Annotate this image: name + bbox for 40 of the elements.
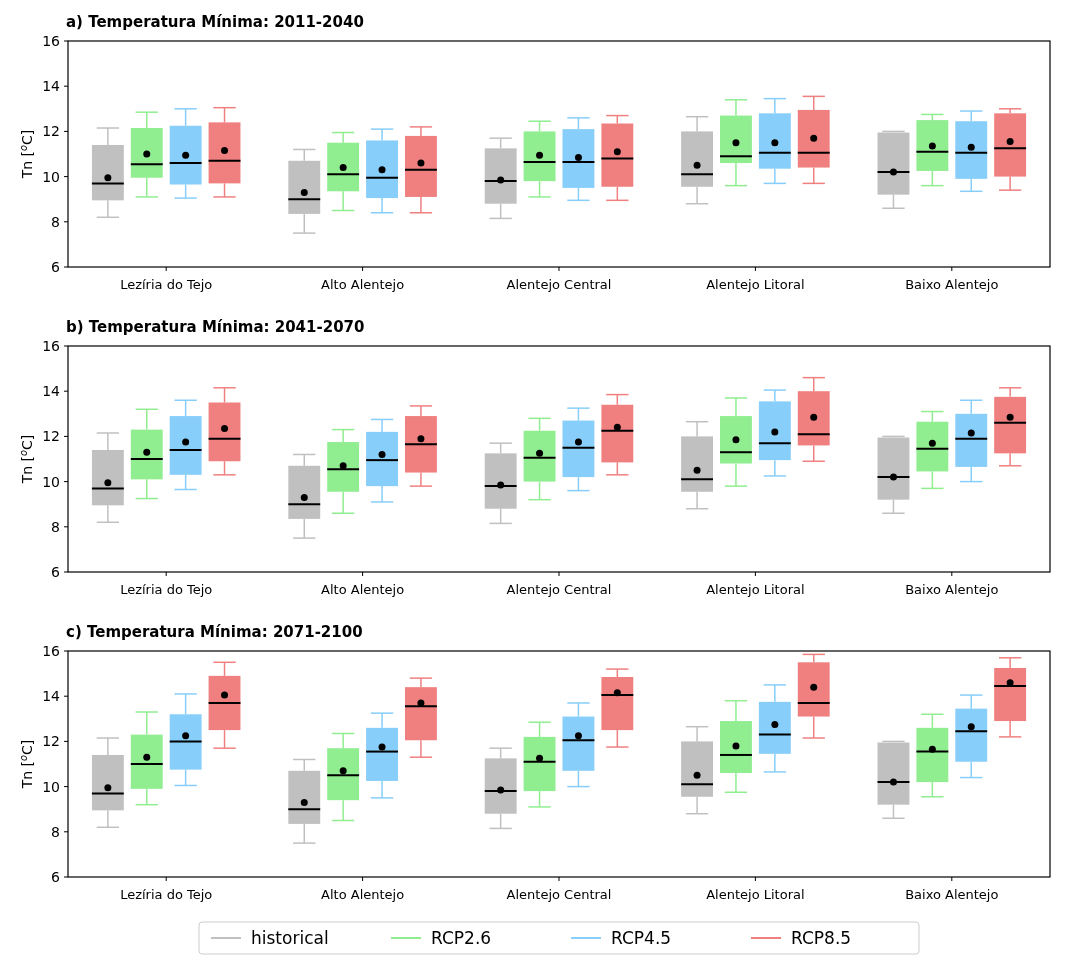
y-tick-label: 14 bbox=[42, 688, 61, 705]
y-tick-label: 8 bbox=[51, 213, 60, 230]
chart-title: c) Temperatura Mínima: 2071-2100 bbox=[66, 623, 363, 641]
x-tick-label: Alentejo Central bbox=[506, 277, 612, 292]
y-tick-label: 12 bbox=[42, 123, 60, 140]
x-tick-label: Alto Alentejo bbox=[321, 582, 405, 597]
x-tick-label: Alentejo Litoral bbox=[706, 887, 805, 902]
x-tick-label: Alto Alentejo bbox=[321, 277, 405, 292]
y-tick-label: 14 bbox=[42, 383, 61, 400]
y-tick-label: 16 bbox=[42, 643, 61, 659]
chart-title: a) Temperatura Mínima: 2011-2040 bbox=[66, 13, 364, 31]
y-tick-label: 12 bbox=[42, 428, 60, 445]
y-tick-label: 14 bbox=[42, 78, 61, 95]
chart-title: b) Temperatura Mínima: 2041-2070 bbox=[66, 318, 365, 336]
x-tick-label: Lezíria do Tejo bbox=[120, 582, 213, 597]
x-tick-label: Baixo Alentejo bbox=[905, 277, 999, 292]
x-tick-label: Baixo Alentejo bbox=[905, 887, 999, 902]
x-tick-label: Alentejo Litoral bbox=[706, 277, 805, 292]
x-tick-label: Lezíria do Tejo bbox=[120, 887, 213, 902]
y-tick-label: 8 bbox=[51, 518, 60, 535]
y-tick-label: 6 bbox=[51, 564, 61, 580]
legend-label: RCP8.5 bbox=[791, 928, 852, 948]
y-tick-label: 6 bbox=[51, 869, 61, 885]
y-tick-label: 6 bbox=[51, 259, 61, 275]
x-tick-label: Alto Alentejo bbox=[321, 887, 405, 902]
x-tick-label: Alentejo Central bbox=[506, 887, 612, 902]
y-tick-label: 10 bbox=[42, 778, 60, 795]
legend-label: RCP4.5 bbox=[611, 928, 672, 948]
x-tick-label: Lezíria do Tejo bbox=[120, 277, 213, 292]
y-tick-label: 16 bbox=[42, 33, 61, 49]
y-tick-label: 16 bbox=[42, 338, 61, 354]
legend-label: RCP2.6 bbox=[431, 928, 492, 948]
x-tick-label: Baixo Alentejo bbox=[905, 582, 999, 597]
y-tick-label: 10 bbox=[42, 473, 60, 490]
y-tick-label: 12 bbox=[42, 733, 60, 750]
x-tick-label: Alentejo Litoral bbox=[706, 582, 805, 597]
legend-label: historical bbox=[251, 928, 329, 948]
x-tick-label: Alentejo Central bbox=[506, 582, 612, 597]
y-tick-label: 8 bbox=[51, 823, 60, 840]
y-tick-label: 10 bbox=[42, 168, 60, 185]
